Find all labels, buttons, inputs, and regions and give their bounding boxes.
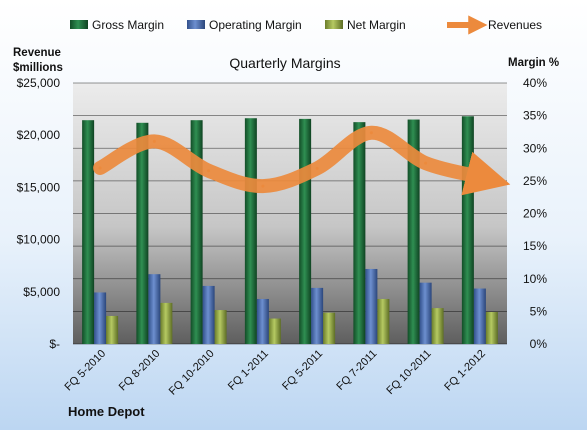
- left-tick-label: $25,000: [17, 76, 61, 90]
- chart-title: Quarterly Margins: [229, 55, 340, 71]
- left-tick-label: $15,000: [17, 180, 61, 194]
- net-margin-bar: [323, 312, 336, 344]
- revenue-series: [93, 125, 511, 196]
- gross-margin-bar: [461, 116, 474, 344]
- x-tick-label: FQ 10-2011: [384, 348, 433, 397]
- right-tick-label: 0%: [530, 337, 548, 351]
- left-axis-ticks: $- $5,000 $10,000 $15,000 $20,000 $25,000: [17, 76, 61, 351]
- revenue-point: [207, 169, 211, 173]
- legend: Gross Margin Operating Margin Net Margin…: [70, 15, 542, 35]
- operating-margin-bar: [94, 292, 107, 344]
- gross-margin-bar: [299, 118, 312, 344]
- right-tick-label: 35%: [523, 109, 547, 123]
- right-axis-ticks: 0% 5% 10% 15% 20% 25% 30% 35% 40%: [523, 76, 547, 351]
- operating-margin-bar: [419, 282, 432, 344]
- right-tick-label: 20%: [523, 207, 547, 221]
- x-axis-labels: FQ 5-2010 FQ 8-2010 FQ 10-2010 FQ 1-2011 FQ …: [63, 348, 488, 398]
- left-tick-label: $10,000: [17, 233, 61, 247]
- net-margin-bar: [431, 308, 444, 344]
- left-tick-label: $-: [49, 337, 60, 351]
- legend-swatch-gross-margin: [70, 20, 88, 29]
- right-tick-label: 30%: [523, 141, 547, 155]
- gross-margin-bar: [190, 120, 203, 344]
- operating-margin-bar: [473, 288, 486, 344]
- x-tick-label: FQ 8-2010: [117, 348, 163, 394]
- gross-margin-bar: [136, 122, 149, 345]
- gross-margin-bar: [82, 120, 95, 344]
- legend-swatch-operating-margin: [187, 20, 205, 29]
- revenue-point: [369, 131, 373, 135]
- x-tick-label: FQ 1-2012: [442, 348, 488, 394]
- operating-margin-bar: [148, 274, 161, 344]
- footer-label: Home Depot: [68, 404, 145, 419]
- right-axis-title: Margin %: [508, 57, 559, 69]
- x-tick-label: FQ 5-2011: [280, 348, 325, 393]
- left-tick-label: $20,000: [17, 128, 61, 142]
- left-axis-title-line-1: Revenue: [13, 47, 61, 59]
- left-tick-label: $5,000: [23, 285, 60, 299]
- x-tick-label: FQ 10-2010: [167, 348, 217, 398]
- legend-swatch-net-margin: [325, 20, 343, 29]
- operating-margin-bar: [365, 268, 378, 344]
- x-tick-label: FQ 1-2011: [226, 348, 271, 393]
- gross-margin-bar: [407, 119, 420, 344]
- gross-margin-bar: [244, 118, 257, 344]
- legend-label-net-margin: Net Margin: [347, 18, 406, 32]
- net-margin-bar: [106, 315, 119, 344]
- operating-margin-bar: [202, 285, 215, 344]
- revenue-point: [315, 166, 319, 170]
- net-margin-bar: [377, 298, 390, 344]
- revenue-point: [261, 184, 265, 188]
- x-tick-label: FQ 5-2010: [63, 348, 109, 394]
- net-margin-bar: [214, 310, 227, 344]
- revenue-point: [98, 166, 102, 170]
- net-margin-bar: [485, 312, 498, 344]
- legend-label-gross-margin: Gross Margin: [92, 18, 164, 32]
- revenue-point: [478, 175, 482, 179]
- right-tick-label: 10%: [523, 272, 547, 286]
- revenue-line: [93, 125, 511, 196]
- right-tick-label: 5%: [530, 304, 548, 318]
- operating-margin-bar: [256, 298, 269, 344]
- legend-label-operating-margin: Operating Margin: [209, 18, 302, 32]
- net-margin-bar: [160, 302, 173, 344]
- revenue-point: [424, 161, 428, 165]
- left-axis-title-line-2: $millions: [13, 62, 63, 74]
- gross-margin-bar: [353, 122, 366, 345]
- revenue-point: [152, 139, 156, 143]
- legend-label-revenues: Revenues: [488, 18, 542, 32]
- right-tick-label: 15%: [523, 239, 547, 253]
- x-tick-label: FQ 7-2011: [334, 348, 379, 393]
- operating-margin-bar: [311, 287, 324, 344]
- right-tick-label: 40%: [523, 76, 547, 90]
- net-margin-bar: [268, 318, 281, 344]
- right-tick-label: 25%: [523, 174, 547, 188]
